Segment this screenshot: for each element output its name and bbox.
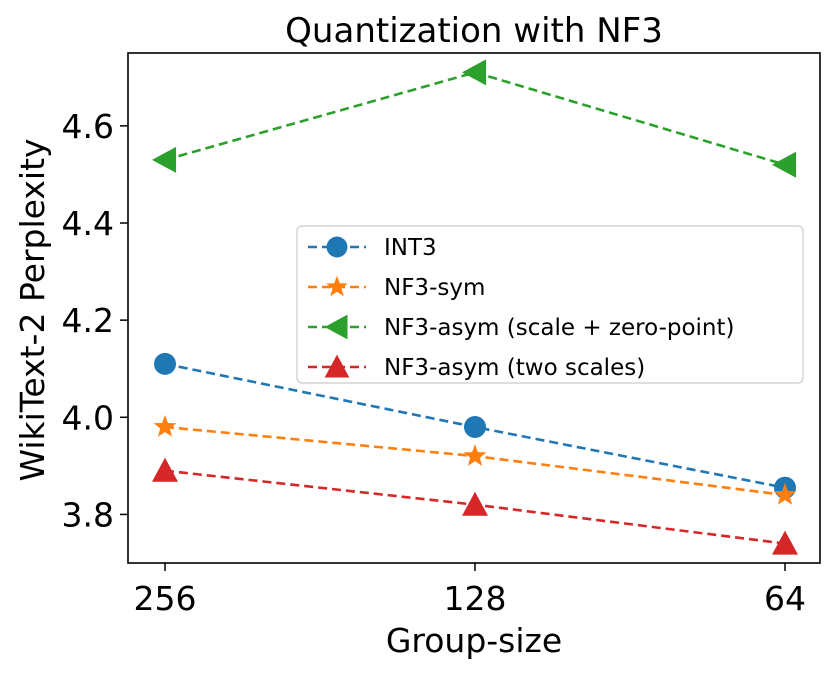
x-tick-label: 128 — [444, 579, 507, 618]
axis-ticks: 3.8 4.0 4.2 4.4 4.6 256 128 64 — [62, 107, 806, 618]
legend: INT3 NF3-sym NF3-asym (scale + zero-point)… — [296, 225, 804, 384]
chart-title: Quantization with NF3 — [285, 11, 663, 51]
y-tick-label: 4.0 — [62, 398, 114, 437]
data-point-star — [463, 444, 487, 466]
y-tick-label: 4.2 — [62, 301, 114, 340]
data-point-star — [153, 415, 177, 437]
legend-marker — [326, 236, 348, 258]
legend-label: NF3-asym (two scales) — [384, 355, 645, 381]
legend-item: INT3 — [308, 235, 437, 261]
legend-marker — [324, 354, 350, 378]
series-3 — [152, 457, 798, 555]
legend-label: INT3 — [384, 235, 437, 261]
plot-frame — [127, 52, 821, 564]
y-tick-label: 3.8 — [62, 495, 114, 534]
data-point-triangle-left — [462, 59, 487, 86]
legend-marker — [326, 275, 348, 297]
series-1 — [153, 415, 797, 505]
data-point-circle — [464, 416, 486, 438]
legend-label: NF3-sym — [384, 275, 485, 301]
data-point-triangle-up — [772, 530, 798, 555]
legend-marker — [324, 314, 348, 340]
y-axis-label: WikiText-2 Perplexity — [13, 138, 52, 481]
data-point-star — [773, 483, 797, 505]
y-tick-label: 4.6 — [62, 107, 114, 146]
x-tick-label: 256 — [134, 579, 197, 618]
legend-item: NF3-sym — [308, 275, 485, 301]
legend-item: NF3-asym (scale + zero-point) — [308, 314, 735, 341]
series-layer — [152, 59, 798, 555]
x-tick-label: 64 — [764, 579, 806, 618]
data-point-triangle-up — [462, 491, 488, 516]
data-point-circle — [154, 352, 176, 375]
series-2 — [152, 59, 797, 178]
data-point-triangle-up — [152, 457, 178, 482]
data-point-triangle-left — [152, 146, 177, 173]
x-axis-label: Group-size — [386, 621, 562, 660]
legend-label: NF3-asym (scale + zero-point) — [384, 315, 735, 341]
legend-box — [296, 225, 804, 384]
y-tick-label: 4.4 — [62, 204, 114, 243]
data-point-triangle-left — [772, 151, 797, 178]
legend-item: NF3-asym (two scales) — [308, 354, 645, 381]
